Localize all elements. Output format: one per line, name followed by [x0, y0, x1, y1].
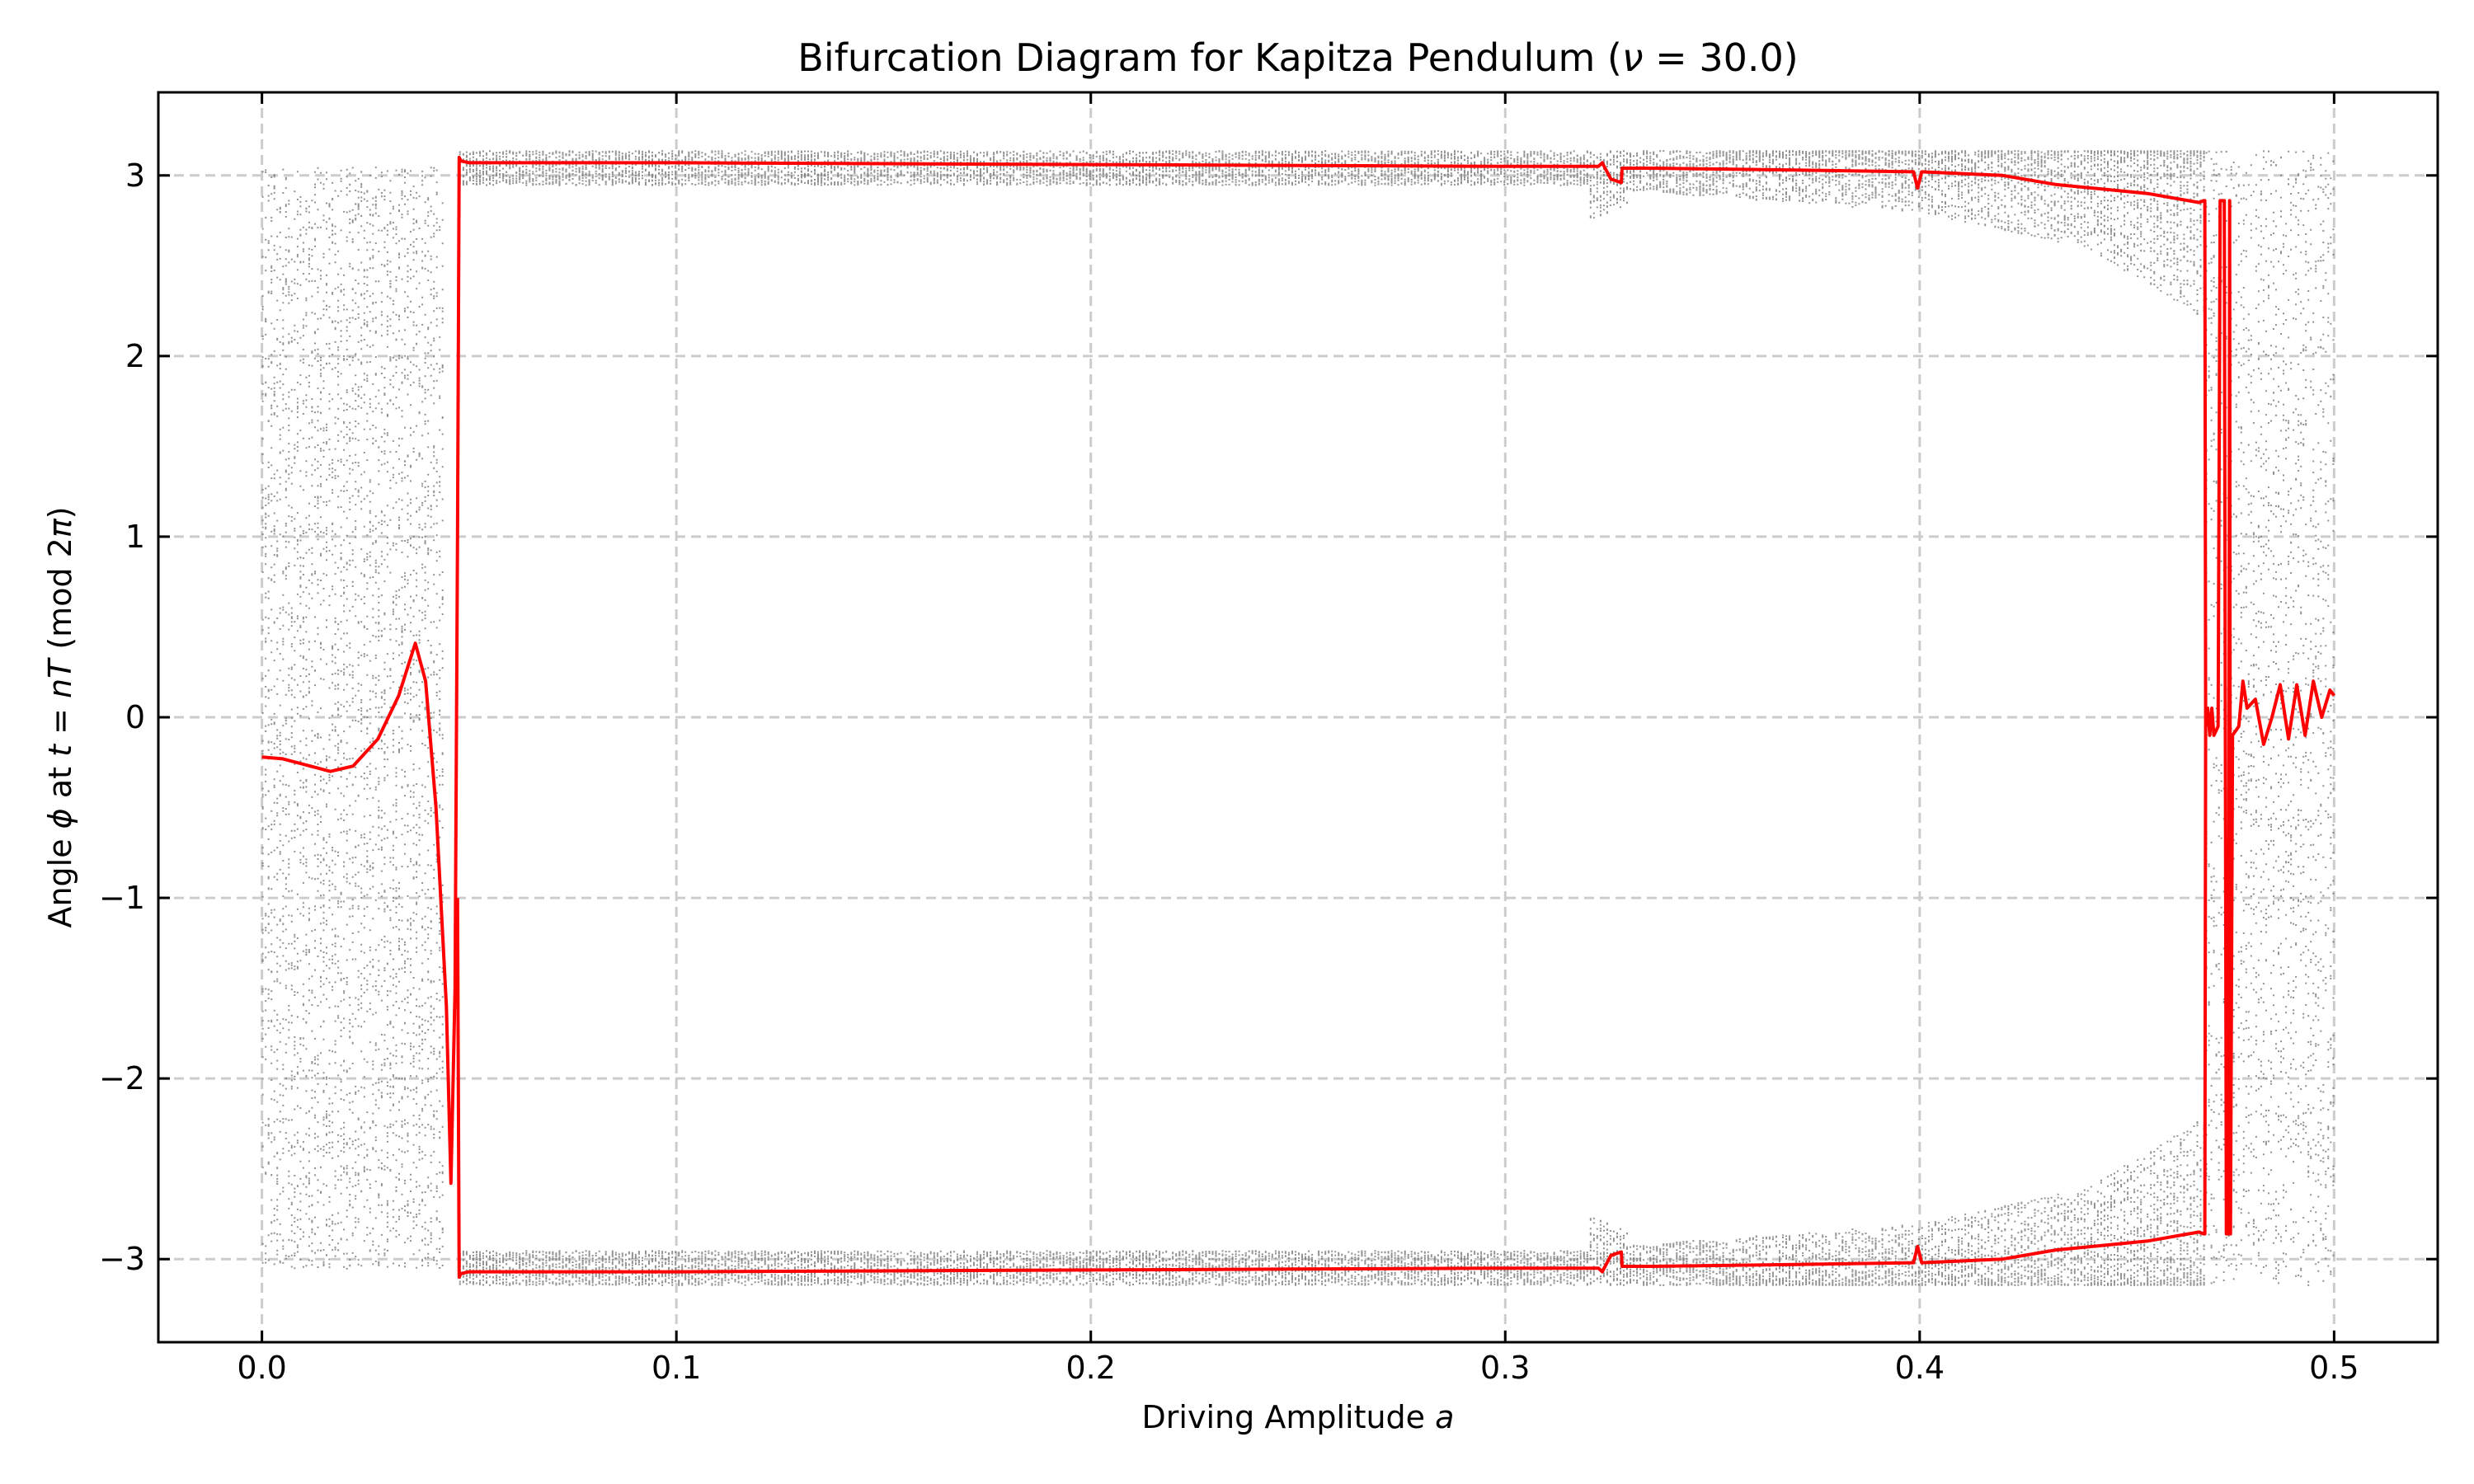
x-tick-label: 0.2	[1066, 1350, 1116, 1386]
y-tick-label: 3	[125, 157, 145, 194]
x-tick-labels: 0.0 0.1 0.2 0.3 0.4 0.5	[237, 1350, 2359, 1386]
mean-line-lower	[455, 726, 2208, 1280]
y-axis-label: Angle ϕ at t = nT (mod 2π)	[42, 506, 78, 928]
y-tick-label: −1	[99, 880, 145, 916]
axes-frame	[157, 91, 2439, 1344]
y-tick-labels: 3 2 1 0 −1 −2 −3	[99, 157, 145, 1277]
y-tick-label: 1	[125, 519, 145, 555]
x-tick-label: 0.4	[1895, 1350, 1945, 1386]
grid-lines	[158, 92, 2438, 1342]
y-tick-label: −2	[99, 1060, 145, 1097]
mean-line	[261, 155, 2335, 1280]
x-axis-label: Driving Amplitude a	[1142, 1399, 1455, 1435]
y-tick-label: 2	[125, 338, 145, 374]
axis-ticks	[158, 92, 2438, 1342]
x-tick-label: 0.3	[1480, 1350, 1530, 1386]
mean-line-upper	[261, 155, 2335, 1236]
y-tick-label: 0	[125, 699, 145, 735]
chart-title: Bifurcation Diagram for Kapitza Pendulum…	[797, 35, 1798, 80]
x-tick-label: 0.1	[651, 1350, 701, 1386]
y-tick-label: −3	[99, 1241, 145, 1277]
x-tick-label: 0.5	[2309, 1350, 2359, 1386]
x-tick-label: 0.0	[237, 1350, 286, 1386]
